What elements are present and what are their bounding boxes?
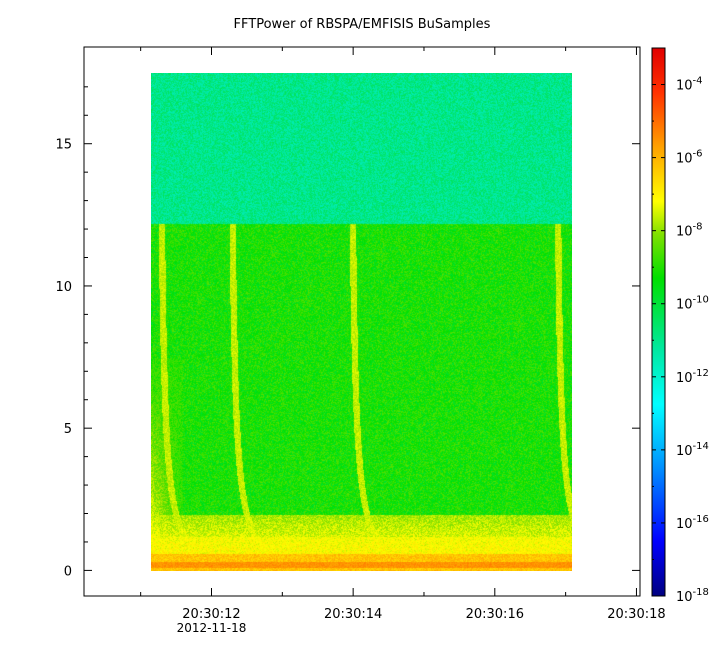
x-tick-label: 20:30:12 — [182, 607, 240, 622]
colorbar-tick-label: 10-8 — [676, 222, 703, 240]
y-tick-label: 15 — [55, 138, 72, 153]
colorbar-ticks: 10-4 10-6 10-8 10-10 10-12 10-14 10-16 10-18 — [652, 47, 709, 605]
x-tick-label: 20:30:16 — [466, 607, 524, 622]
chart-title: FFTPower of RBSPA/EMFISIS BuSamples — [233, 17, 491, 32]
colorbar-tick-label: 10-16 — [676, 514, 709, 532]
x-tick-label: 20:30:18 — [607, 607, 665, 622]
colorbar-tick-label: 10-4 — [676, 76, 703, 94]
colorbar-tick-label: 10-6 — [676, 149, 703, 167]
x-axis: 20:30:12 20:30:14 20:30:16 20:30:18 2012-11-… — [140, 47, 666, 635]
x-date-label: 2012-11-18 — [177, 621, 247, 635]
y-tick-label: 5 — [64, 422, 72, 437]
spectrogram-image — [151, 73, 572, 571]
colorbar: 10-4 10-6 10-8 10-10 10-12 10-14 10-16 10-18 — [651, 47, 709, 605]
x-tick-label: 20:30:14 — [324, 607, 382, 622]
colorbar-tick-label: 10-12 — [676, 368, 709, 386]
colorbar-tick-label: 10-14 — [676, 441, 709, 459]
y-tick-label: 0 — [64, 564, 72, 579]
y-tick-label: 10 — [55, 280, 72, 295]
colorbar-gradient — [651, 47, 666, 597]
y-axis: 0 5 10 15 — [55, 86, 640, 579]
colorbar-tick-label: 10-18 — [676, 587, 709, 605]
colorbar-tick-label: 10-10 — [676, 295, 709, 313]
